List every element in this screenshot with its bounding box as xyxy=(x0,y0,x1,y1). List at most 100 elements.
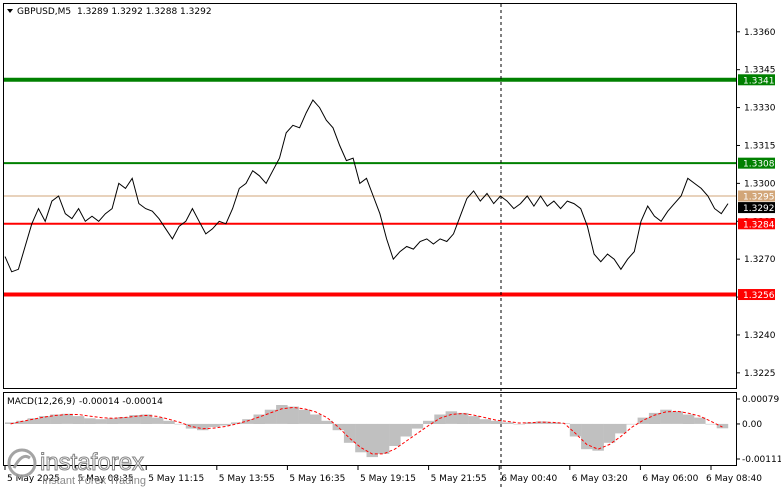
macd-tick-label-1: 0.00 xyxy=(742,420,762,430)
macd-bar-39 xyxy=(445,411,458,424)
level-tag-label-3: 1.3256 xyxy=(743,291,775,301)
level-tag-label-2: 1.3284 xyxy=(743,220,775,230)
macd-bar-53 xyxy=(603,423,616,443)
y-tick-label-8: 1.3240 xyxy=(744,331,776,341)
dropdown-triangle-icon[interactable] xyxy=(7,9,13,13)
macd-bar-36 xyxy=(411,423,424,429)
macd-bar-15 xyxy=(174,423,186,425)
macd-bar-44 xyxy=(502,422,514,424)
macd-bar-56 xyxy=(637,417,650,424)
macd-bar-10 xyxy=(118,417,130,424)
macd-bar-19 xyxy=(219,423,232,426)
ohlc-values: 1.3289 1.3292 1.3288 1.3292 xyxy=(77,7,212,17)
macd-bar-43 xyxy=(490,420,503,424)
x-tick-label-8: 6 May 03:20 xyxy=(572,474,628,484)
macd-bar-47 xyxy=(536,421,548,424)
macd-bar-57 xyxy=(648,412,661,424)
macd-bar-34 xyxy=(389,423,401,446)
macd-bar-32 xyxy=(366,423,378,458)
macd-bar-41 xyxy=(468,416,480,424)
symbol-label: GBPUSD,M5 xyxy=(17,7,71,17)
level-tag-1: 1.3308 xyxy=(738,157,775,170)
level-tag-bg-0 xyxy=(738,74,775,86)
instaforex-logo-icon xyxy=(7,448,37,478)
macd-label: MACD(12,26,9) xyxy=(7,397,75,407)
macd-bar-9 xyxy=(106,418,119,424)
macd-bar-20 xyxy=(230,422,243,424)
macd-bar-3 xyxy=(38,416,51,424)
macd-bar-51 xyxy=(581,423,593,450)
x-tick-label-9: 6 May 06:00 xyxy=(642,474,698,484)
x-tick-label-6: 5 May 21:55 xyxy=(431,474,487,484)
macd-tick-label-0: 0.00079 xyxy=(742,395,779,405)
macd-bar-37 xyxy=(423,420,435,424)
macd-bar-22 xyxy=(253,414,265,424)
macd-signal-line xyxy=(10,406,723,455)
macd-bar-40 xyxy=(456,412,469,424)
level-tag-3: 1.3256 xyxy=(738,289,775,301)
instaforex-watermark: instaforex Instant Forex Trading xyxy=(7,448,146,487)
macd-bar-48 xyxy=(547,422,559,424)
macd-bar-6 xyxy=(72,416,85,424)
macd-bar-54 xyxy=(615,423,627,434)
current-tag-label: 1.3292 xyxy=(743,204,775,214)
macd-bar-12 xyxy=(140,414,153,424)
y-tick-label-4: 1.3300 xyxy=(744,179,776,189)
level-tag-bg-3 xyxy=(738,289,775,301)
chart-header: GBPUSD,M5 1.3289 1.3292 1.3288 1.3292 xyxy=(7,7,212,17)
macd-bar-42 xyxy=(479,419,491,424)
x-tick-label-2: 5 May 11:15 xyxy=(148,474,204,484)
x-tick-label-1: 5 May 08:35 xyxy=(78,474,134,484)
bid-tag-bg xyxy=(738,190,775,202)
macd-bar-63 xyxy=(716,423,729,429)
macd-bar-52 xyxy=(592,423,604,451)
level-tag-2: 1.3284 xyxy=(738,218,775,230)
macd-bar-14 xyxy=(163,420,175,424)
y-tick-label-0: 1.3360 xyxy=(744,28,776,38)
macd-bar-11 xyxy=(129,415,141,424)
level-lines xyxy=(4,77,736,297)
logo-arc xyxy=(12,454,31,469)
macd-values: -0.00014 -0.00014 xyxy=(79,397,163,407)
watermark-tagline: Instant Forex Trading xyxy=(42,475,146,487)
macd-bar-18 xyxy=(208,423,220,428)
x-tick-label-0: 5 May 2025 xyxy=(7,474,60,484)
macd-histogram xyxy=(5,405,729,458)
macd-bar-59 xyxy=(671,411,683,424)
macd-bar-50 xyxy=(569,423,582,437)
x-tick-label-5: 5 May 19:15 xyxy=(360,474,416,484)
macd-bar-60 xyxy=(682,414,695,424)
macd-bar-5 xyxy=(61,413,73,424)
x-tick-label-4: 5 May 16:35 xyxy=(289,474,345,484)
y-tick-label-6: 1.3270 xyxy=(744,255,776,265)
macd-bar-16 xyxy=(185,423,198,429)
macd-bar-1 xyxy=(16,420,28,424)
macd-axis: 0.00079 0.00 -0.00111 xyxy=(736,395,781,465)
macd-bar-33 xyxy=(377,423,390,454)
price-series-line xyxy=(4,99,729,273)
time-axis[interactable]: 5 May 2025 5 May 08:35 5 May 11:15 5 May 13… xyxy=(4,466,762,484)
level-tag-bg-2 xyxy=(738,218,775,230)
bid-tag-label: 1.3295 xyxy=(743,193,775,203)
macd-bar-46 xyxy=(524,422,537,424)
macd-bar-55 xyxy=(626,423,638,425)
x-tick-label-3: 5 May 13:55 xyxy=(219,474,275,484)
macd-header: MACD(12,26,9) -0.00014 -0.00014 xyxy=(7,397,163,407)
current-price-tag: 1.3292 xyxy=(738,202,775,214)
macd-bar-31 xyxy=(355,423,367,453)
macd-bar-13 xyxy=(151,417,164,424)
macd-bar-24 xyxy=(276,405,288,424)
macd-bar-29 xyxy=(332,423,345,431)
macd-bar-0 xyxy=(5,422,17,424)
watermark-brand: instaforex xyxy=(40,449,144,476)
macd-bar-61 xyxy=(694,417,706,424)
macd-bar-25 xyxy=(287,406,299,424)
level-tag-0: 1.3341 xyxy=(738,74,775,86)
y-tick-label-3: 1.3315 xyxy=(744,141,776,151)
level-tag-label-1: 1.3308 xyxy=(743,160,775,170)
macd-bar-27 xyxy=(310,414,322,424)
level-tag-bg-1 xyxy=(738,157,775,169)
macd-bar-35 xyxy=(400,423,412,437)
